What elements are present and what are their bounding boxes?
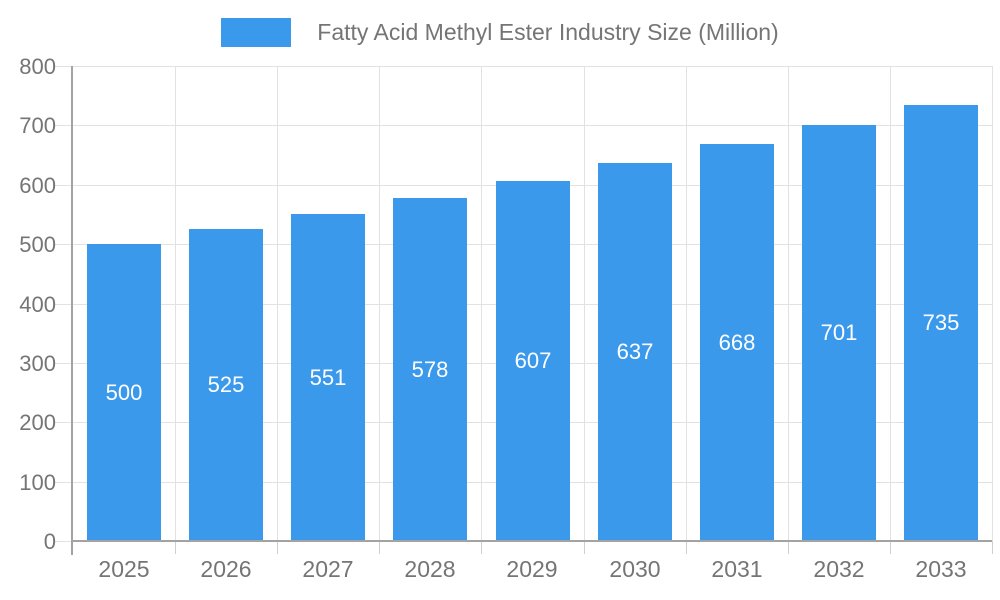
v-gridline bbox=[686, 66, 687, 541]
x-axis-tick bbox=[481, 541, 482, 554]
bar-value-label: 607 bbox=[514, 348, 552, 373]
y-axis-tick bbox=[55, 422, 73, 423]
v-gridline bbox=[277, 66, 278, 541]
bar bbox=[291, 214, 365, 540]
bar-value-label: 500 bbox=[105, 380, 143, 405]
x-axis-tick bbox=[992, 541, 993, 554]
bar bbox=[700, 144, 774, 540]
bar bbox=[496, 181, 570, 540]
bar-value-label: 668 bbox=[718, 330, 756, 355]
x-axis-label: 2028 bbox=[404, 556, 456, 582]
chart-legend: Fatty Acid Methyl Ester Industry Size (M… bbox=[0, 16, 1000, 48]
x-axis-tick bbox=[584, 541, 585, 554]
x-axis-label: 2027 bbox=[302, 556, 354, 582]
x-axis-tick bbox=[686, 541, 687, 554]
bar bbox=[904, 105, 978, 540]
y-axis-line bbox=[71, 66, 73, 555]
y-axis-label: 200 bbox=[19, 410, 56, 435]
h-gridline bbox=[73, 66, 992, 67]
y-axis-label: 300 bbox=[19, 351, 56, 376]
y-axis-tick bbox=[55, 66, 73, 67]
bar-value-label: 578 bbox=[411, 357, 449, 382]
bar-value-label: 551 bbox=[309, 365, 347, 390]
bar-value-label: 525 bbox=[207, 372, 245, 397]
y-axis-label: 400 bbox=[19, 292, 56, 317]
y-axis-label: 0 bbox=[43, 529, 56, 554]
y-axis-tick bbox=[55, 541, 73, 542]
v-gridline bbox=[584, 66, 585, 541]
y-axis-tick bbox=[55, 304, 73, 305]
legend-swatch-icon bbox=[221, 17, 292, 47]
y-axis-label: 500 bbox=[19, 232, 56, 257]
bar bbox=[393, 198, 467, 540]
y-axis-tick bbox=[55, 185, 73, 186]
bar bbox=[189, 229, 263, 540]
bar-value-label: 637 bbox=[616, 339, 654, 364]
y-axis-tick bbox=[55, 244, 73, 245]
x-axis-tick bbox=[277, 541, 278, 554]
y-axis-tick bbox=[55, 363, 73, 364]
x-axis-label: 2025 bbox=[98, 556, 150, 582]
v-gridline bbox=[175, 66, 176, 541]
x-axis-tick bbox=[379, 541, 380, 554]
y-axis-label: 800 bbox=[19, 54, 56, 79]
y-axis-label: 100 bbox=[19, 470, 56, 495]
h-gridline bbox=[73, 125, 992, 126]
x-axis-label: 2033 bbox=[915, 556, 967, 582]
bar bbox=[87, 244, 161, 540]
x-axis-label: 2032 bbox=[813, 556, 865, 582]
v-gridline bbox=[992, 66, 993, 541]
x-axis-label: 2031 bbox=[711, 556, 763, 582]
bar bbox=[802, 125, 876, 540]
y-axis-tick bbox=[55, 125, 73, 126]
x-axis-label: 2026 bbox=[200, 556, 252, 582]
bar-value-label: 701 bbox=[820, 320, 858, 345]
x-axis-label: 2029 bbox=[506, 556, 558, 582]
x-axis-tick bbox=[890, 541, 891, 554]
v-gridline bbox=[788, 66, 789, 541]
y-axis-label: 600 bbox=[19, 173, 56, 198]
y-axis-tick bbox=[55, 482, 73, 483]
v-gridline bbox=[481, 66, 482, 541]
x-axis-tick bbox=[175, 541, 176, 554]
bar-value-label: 735 bbox=[922, 310, 960, 335]
bar bbox=[598, 163, 672, 540]
y-axis-label: 700 bbox=[19, 113, 56, 138]
v-gridline bbox=[890, 66, 891, 541]
x-axis-line bbox=[71, 540, 992, 542]
x-axis-tick bbox=[788, 541, 789, 554]
x-axis-label: 2030 bbox=[609, 556, 661, 582]
chart-title: Fatty Acid Methyl Ester Industry Size (M… bbox=[317, 18, 779, 45]
v-gridline bbox=[379, 66, 380, 541]
